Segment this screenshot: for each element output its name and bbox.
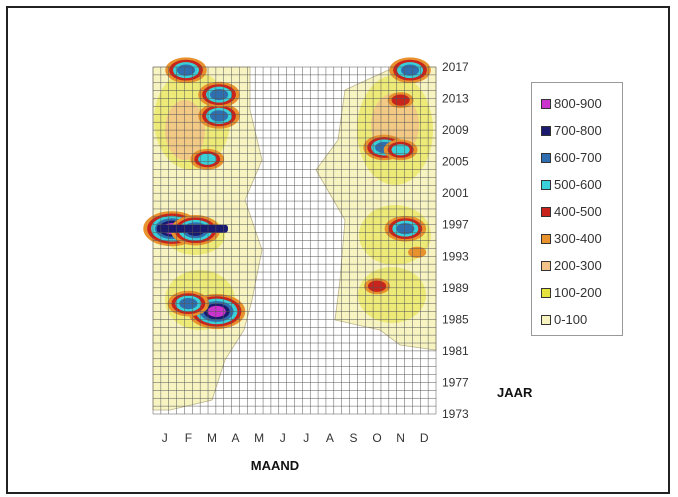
legend-label: 0-100 [554, 312, 588, 327]
legend-label: 600-700 [554, 150, 602, 165]
hotspot-5 [190, 148, 225, 170]
grid-lines [152, 66, 437, 415]
y-tick-2005: 2005 [442, 155, 469, 169]
x-tick-9: O [372, 431, 381, 445]
y-tick-1985: 1985 [442, 312, 469, 326]
legend-swatch [541, 179, 551, 190]
hotspot-10-ring-400-500 [391, 94, 410, 106]
y-tick-1989: 1989 [442, 281, 469, 295]
hotspot-13 [364, 278, 391, 295]
y-tick-1973: 1973 [442, 407, 469, 421]
y-tick-2013: 2013 [442, 92, 469, 106]
legend-label: 500-600 [554, 177, 602, 192]
hotspot-5-ring-500-600 [198, 153, 217, 165]
legend-swatch [541, 98, 551, 109]
legend-item-500-600: 500-600 [541, 171, 622, 198]
legend-swatch [541, 260, 551, 271]
hotspot-3-ring-600-700 [209, 110, 229, 122]
hotspot-12-ring-600-700 [400, 64, 420, 76]
x-tick-5: J [280, 431, 286, 445]
x-tick-0: J [162, 431, 168, 445]
legend-item-300-400: 300-400 [541, 225, 622, 252]
y-tick-labels: 2017 2013 2009 2005 2001 1997 1993 1989 1985 1981… [442, 60, 469, 421]
x-tick-1: F [185, 431, 192, 445]
y-tick-1981: 1981 [442, 344, 469, 358]
legend-label: 200-300 [554, 258, 602, 273]
hotspot-4 [198, 81, 240, 108]
legend-label: 400-500 [554, 204, 602, 219]
legend-swatch [541, 314, 551, 325]
x-tick-8: S [349, 431, 357, 445]
x-tick-2: M [207, 431, 217, 445]
y-tick-2001: 2001 [442, 186, 469, 200]
legend-swatch [541, 152, 551, 163]
legend-swatch [541, 125, 551, 136]
legend-item-200-300: 200-300 [541, 252, 622, 279]
hotspot-6 [165, 57, 207, 83]
y-tick-1977: 1977 [442, 375, 469, 389]
zone-autumn-south-100-200 [358, 267, 426, 323]
hotspot-9-ring-500-600 [391, 144, 410, 156]
legend-item-600-700: 600-700 [541, 144, 622, 171]
legend-label: 300-400 [554, 231, 602, 246]
hotspot-10 [387, 92, 414, 109]
x-axis-label: MAAND [251, 458, 299, 473]
legend-label: 700-800 [554, 123, 602, 138]
hotspot-12 [389, 57, 431, 83]
hotspot-13-ring-400-500 [367, 280, 387, 292]
legend-item-0-100: 0-100 [541, 306, 622, 333]
hotspot-6-ring-600-700 [176, 64, 196, 76]
legend-label: 100-200 [554, 285, 602, 300]
x-tick-10: N [396, 431, 405, 445]
hotspot-11 [384, 215, 427, 242]
x-tick-4: M [254, 431, 264, 445]
y-tick-2017: 2017 [442, 60, 469, 74]
legend-item-700-800: 700-800 [541, 117, 622, 144]
legend: 800-900 700-800 600-700 500-600 400-500 300-4… [531, 82, 623, 336]
x-tick-7: A [326, 431, 334, 445]
x-tick-6: J [303, 431, 309, 445]
x-tick-11: D [420, 431, 429, 445]
legend-label: 800-900 [554, 96, 602, 111]
x-tick-3: A [232, 431, 240, 445]
y-tick-1997: 1997 [442, 218, 469, 232]
legend-item-400-500: 400-500 [541, 198, 622, 225]
legend-item-100-200: 100-200 [541, 279, 622, 306]
y-axis-label: JAAR [497, 385, 533, 400]
legend-swatch [541, 206, 551, 217]
hotspot-11-ring-600-700 [396, 223, 415, 235]
legend-item-800-900: 800-900 [541, 90, 622, 117]
y-tick-2009: 2009 [442, 123, 469, 137]
legend-swatch [541, 287, 551, 298]
legend-swatch [541, 233, 551, 244]
y-tick-1993: 1993 [442, 249, 469, 263]
